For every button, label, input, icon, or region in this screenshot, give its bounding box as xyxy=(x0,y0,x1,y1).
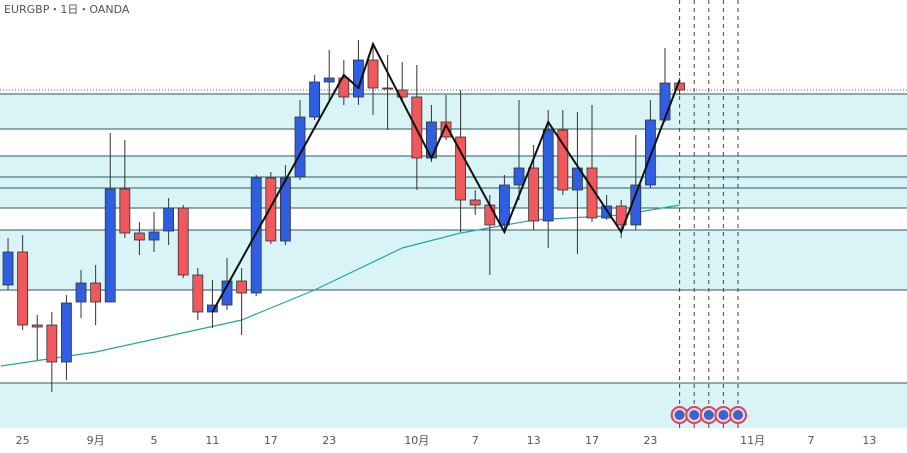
x-tick-label: 11月 xyxy=(740,434,765,447)
candle-body xyxy=(104,188,116,303)
x-tick-label: 9月 xyxy=(87,434,105,447)
candle-body xyxy=(353,59,364,98)
candle-body xyxy=(586,167,598,219)
candle-body xyxy=(61,302,72,363)
candle-body xyxy=(396,89,408,98)
candle-body xyxy=(280,177,291,242)
event-icon-core xyxy=(689,410,700,420)
x-tick-label: 7 xyxy=(472,434,479,447)
candle-body xyxy=(615,205,627,226)
candle-body xyxy=(572,167,583,191)
x-tick-label: 11 xyxy=(205,434,219,447)
candle-body xyxy=(17,251,29,326)
candle-body xyxy=(528,167,540,222)
candle-body xyxy=(382,87,394,90)
candle-body xyxy=(75,282,87,303)
candle-body xyxy=(192,274,204,313)
candle-body xyxy=(236,280,248,294)
x-tick-label: 23 xyxy=(643,434,657,447)
candle-body xyxy=(557,129,569,191)
candle-body xyxy=(601,205,613,219)
zone xyxy=(0,156,907,208)
x-tick-label: 10月 xyxy=(404,434,429,447)
chart-title: EURGBP・1日・OANDA xyxy=(4,3,130,16)
x-tick-label: 7 xyxy=(808,434,815,447)
zone xyxy=(0,383,907,428)
candle-body xyxy=(309,81,321,118)
x-tick-label: 23 xyxy=(322,434,336,447)
x-tick-label: 5 xyxy=(151,434,158,447)
candle-body xyxy=(31,324,43,328)
candle-body xyxy=(323,77,335,83)
candle-body xyxy=(119,188,131,234)
candle-body xyxy=(265,177,277,242)
candle-body xyxy=(134,232,145,241)
event-icon-core xyxy=(733,410,744,420)
event-icon-core xyxy=(703,410,714,420)
x-tick-label: 25 xyxy=(16,434,30,447)
candle-body xyxy=(90,282,102,303)
candle-body xyxy=(440,121,452,138)
candle-body xyxy=(338,77,350,98)
candle-body xyxy=(163,207,175,232)
candle-body xyxy=(645,119,656,186)
zone xyxy=(0,94,907,129)
candle-body xyxy=(513,167,525,186)
candle-body xyxy=(542,129,554,222)
x-tick-label: 17 xyxy=(264,434,278,447)
candle-body xyxy=(484,204,496,226)
x-tick-label: 17 xyxy=(585,434,599,447)
candle-body xyxy=(674,82,686,91)
candle-body xyxy=(250,177,262,294)
event-icon-core xyxy=(718,410,729,420)
candle-body xyxy=(177,207,189,276)
candle-body xyxy=(46,324,58,363)
x-tick-label: 13 xyxy=(862,434,876,447)
candle-body xyxy=(455,136,467,201)
candle-body xyxy=(469,199,481,206)
candle-body xyxy=(148,231,160,241)
zigzag-line xyxy=(211,41,681,313)
candle-body xyxy=(499,184,510,226)
x-tick-label: 13 xyxy=(527,434,541,447)
candle-body xyxy=(367,59,379,89)
candle-body xyxy=(2,251,14,286)
event-icon-core xyxy=(674,410,685,420)
candle-body xyxy=(659,82,671,121)
